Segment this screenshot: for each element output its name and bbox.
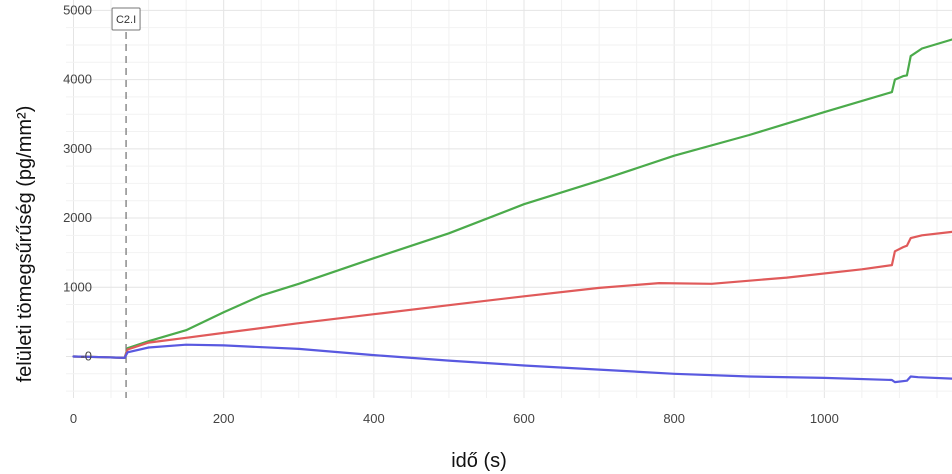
- annotation-label: C2.I: [116, 14, 136, 26]
- y-axis-title: felületi tömegsűrűség (pg/mm²): [14, 106, 36, 383]
- annotation-box: [111, 7, 141, 31]
- y-tick-label: 1000: [63, 279, 92, 294]
- y-tick-label: 5000: [63, 2, 92, 17]
- y-tick-label: 4000: [63, 72, 92, 87]
- x-axis-title: idő (s): [451, 450, 507, 472]
- y-tick-labels: -0 1000 2000 3000 4000 5000: [63, 2, 92, 363]
- x-tick-label: 800: [663, 411, 685, 426]
- y-tick-label: 3000: [63, 141, 92, 156]
- x-tick-label: 0: [70, 411, 77, 426]
- series-line-2: [72, 230, 952, 359]
- x-tick-label: 200: [213, 411, 235, 426]
- series-line-3: [72, 343, 952, 384]
- x-tick-labels: 0 200 400 600 800 1000: [70, 411, 839, 426]
- y-tick-label: -0: [80, 348, 92, 363]
- gridlines: [66, 0, 952, 398]
- series-layer: [72, 38, 952, 384]
- x-tick-label: 400: [363, 411, 385, 426]
- x-tick-label: 600: [513, 411, 535, 426]
- x-tick-label: 1000: [810, 411, 839, 426]
- y-tick-label: 2000: [63, 210, 92, 225]
- annotation: C2.I: [111, 7, 141, 398]
- series-line-1: [72, 38, 952, 359]
